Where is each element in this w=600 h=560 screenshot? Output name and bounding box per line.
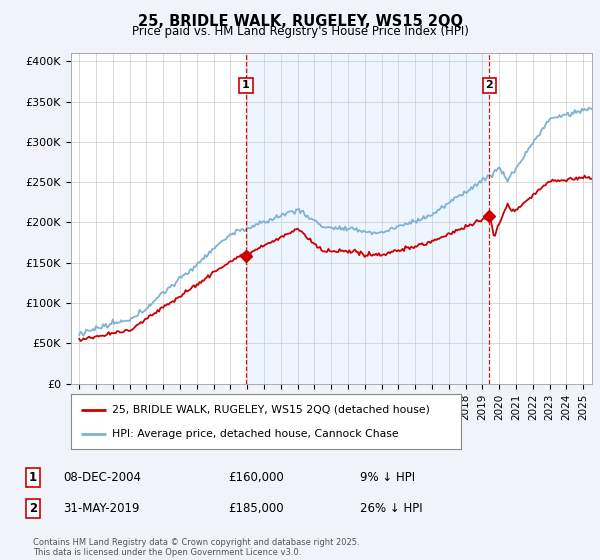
Text: Price paid vs. HM Land Registry's House Price Index (HPI): Price paid vs. HM Land Registry's House … <box>131 25 469 38</box>
Text: 25, BRIDLE WALK, RUGELEY, WS15 2QQ: 25, BRIDLE WALK, RUGELEY, WS15 2QQ <box>137 14 463 29</box>
Text: 9% ↓ HPI: 9% ↓ HPI <box>360 470 415 484</box>
Text: 08-DEC-2004: 08-DEC-2004 <box>63 470 141 484</box>
Text: 2: 2 <box>29 502 37 515</box>
Text: 25, BRIDLE WALK, RUGELEY, WS15 2QQ (detached house): 25, BRIDLE WALK, RUGELEY, WS15 2QQ (deta… <box>112 405 430 414</box>
Text: 1: 1 <box>29 470 37 484</box>
Text: Contains HM Land Registry data © Crown copyright and database right 2025.
This d: Contains HM Land Registry data © Crown c… <box>33 538 359 557</box>
Text: 26% ↓ HPI: 26% ↓ HPI <box>360 502 422 515</box>
Text: £185,000: £185,000 <box>228 502 284 515</box>
Text: 31-MAY-2019: 31-MAY-2019 <box>63 502 139 515</box>
Bar <box>246 53 490 384</box>
Text: 1: 1 <box>242 81 250 90</box>
Text: £160,000: £160,000 <box>228 470 284 484</box>
Text: HPI: Average price, detached house, Cannock Chase: HPI: Average price, detached house, Cann… <box>112 429 398 438</box>
Text: 2: 2 <box>485 81 493 90</box>
